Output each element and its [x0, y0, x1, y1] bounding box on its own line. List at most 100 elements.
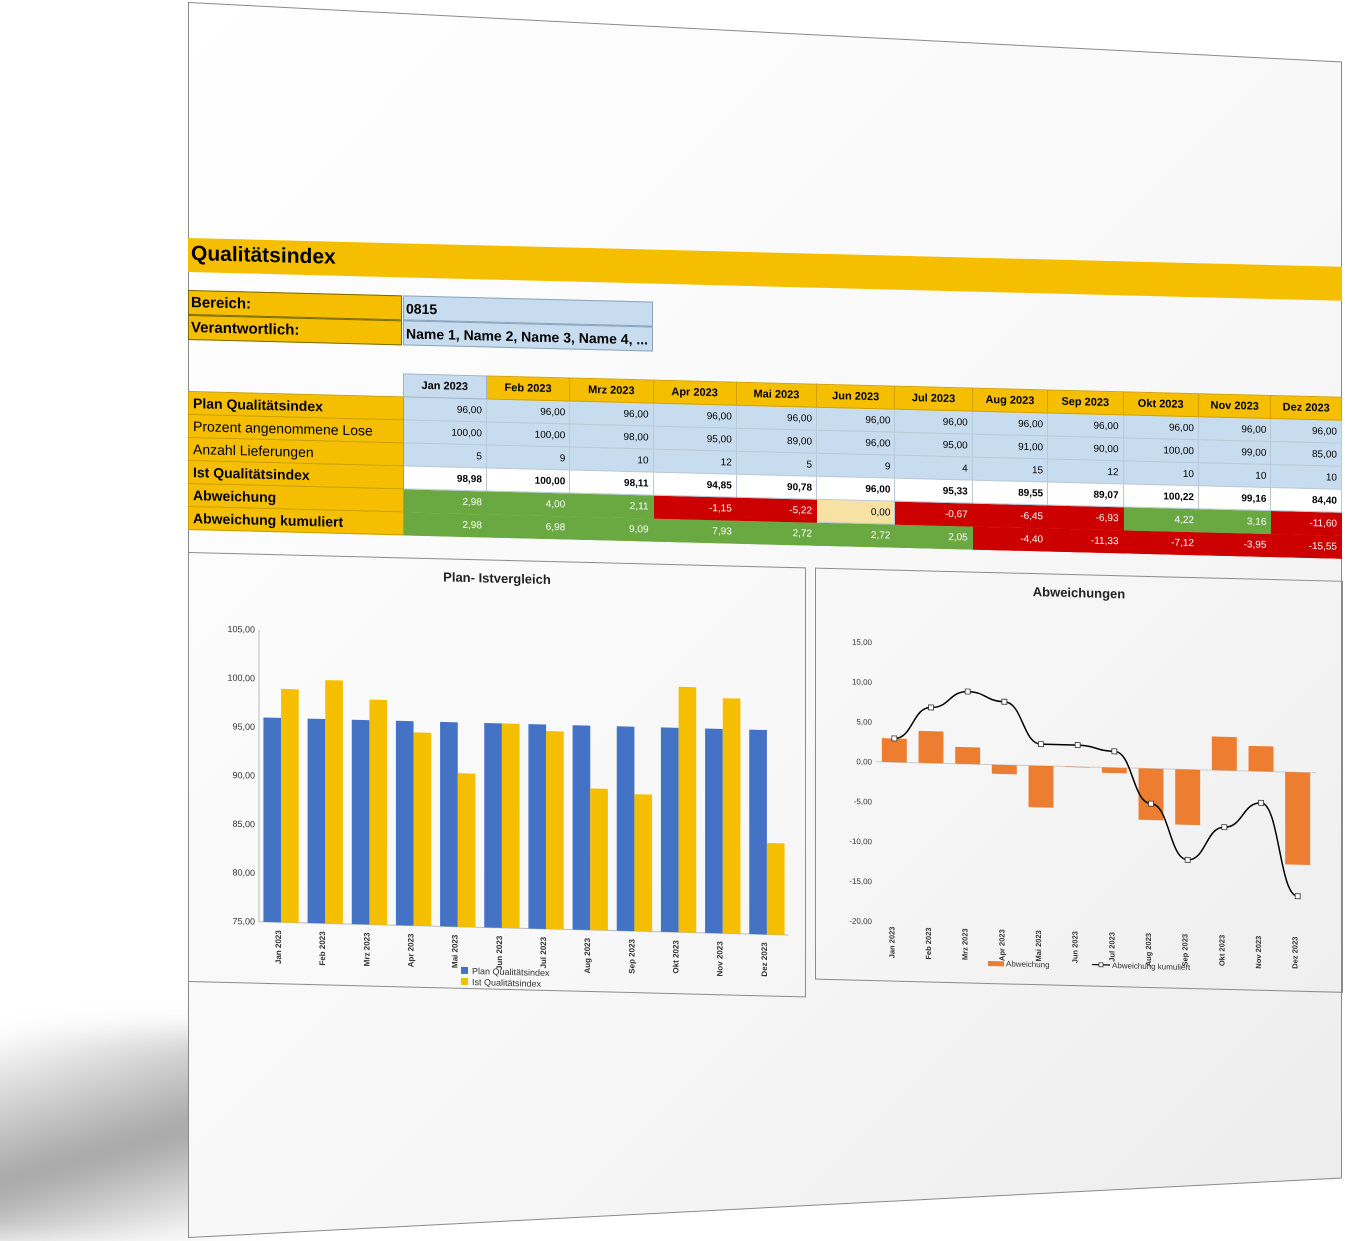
- table-cell[interactable]: 91,00: [972, 434, 1048, 459]
- y-tick-label: -15,00: [849, 877, 872, 887]
- deviation-bar: [1101, 767, 1127, 774]
- table-cell[interactable]: 9: [816, 453, 895, 479]
- y-tick-label: 80,00: [232, 867, 255, 878]
- x-tick-label: Jan 2023: [887, 926, 896, 958]
- table-cell[interactable]: 10: [1198, 462, 1271, 488]
- row-label: Abweichung kumuliert: [188, 506, 404, 535]
- page-title: Qualitätsindex: [191, 242, 336, 269]
- ist-bar: [590, 788, 608, 931]
- table-cell[interactable]: 10: [569, 447, 654, 473]
- legend-label: Abweichung kumuliert: [1112, 961, 1191, 972]
- plan-bar: [351, 719, 370, 925]
- x-tick-label: Nov 2023: [716, 941, 725, 977]
- deviation-bar: [1211, 736, 1237, 771]
- table-cell[interactable]: 5: [403, 442, 487, 468]
- ist-bar: [722, 698, 741, 934]
- table-cell[interactable]: 100,00: [486, 421, 570, 448]
- x-tick-label: Okt 2023: [1217, 935, 1226, 967]
- ist-bar: [634, 794, 653, 932]
- month-header: Jul 2023: [894, 386, 973, 412]
- table-cell[interactable]: 5: [736, 451, 817, 477]
- table-cell[interactable]: 90,00: [1047, 435, 1124, 461]
- deviation-bar: [1175, 769, 1201, 826]
- month-header: Mrz 2023: [569, 378, 654, 404]
- plan-bar: [705, 728, 723, 934]
- x-tick-label: Aug 2023: [583, 937, 592, 973]
- legend-label: Plan Qualitätsindex: [472, 966, 550, 978]
- month-header: Okt 2023: [1123, 391, 1199, 417]
- x-tick-label: Jun 2023: [1071, 931, 1080, 963]
- x-tick-label: Mai 2023: [451, 934, 460, 968]
- plan-bar: [440, 721, 458, 927]
- month-header: Mai 2023: [736, 382, 817, 408]
- cumulative-marker: [1294, 893, 1301, 900]
- worksheet-content: Qualitätsindex Bereich: 0815 Verantwortl…: [188, 0, 1343, 998]
- legend-label: Abweichung: [1006, 959, 1050, 969]
- table-cell[interactable]: 12: [1047, 458, 1124, 484]
- cumulative-marker: [1074, 742, 1081, 749]
- table-cell: -11,33: [1047, 527, 1124, 553]
- deviation-bar: [955, 746, 981, 765]
- plan-ist-chart-svg: 75,00 80,00 85,00 90,00 95,00 100,00 105,00 Jan…: [227, 624, 789, 989]
- table-cell[interactable]: 100,00: [1123, 437, 1199, 463]
- deviation-bar: [918, 730, 944, 764]
- plan-ist-chart: Plan- Istvergleich 75,00 80,00 85,00 90,00 9…: [188, 552, 806, 998]
- table-cell: 98,11: [569, 470, 654, 496]
- x-tick-label: Dez 2023: [760, 942, 769, 977]
- table-cell[interactable]: 10: [1270, 464, 1342, 490]
- y-tick-label: 95,00: [232, 721, 255, 732]
- table-cell[interactable]: 96,00: [736, 405, 817, 431]
- table-cell[interactable]: 15: [972, 457, 1048, 482]
- cumulative-marker: [1184, 856, 1191, 863]
- table-cell: -15,55: [1270, 533, 1342, 559]
- table-cell[interactable]: 96,00: [486, 398, 570, 425]
- table-cell[interactable]: 96,00: [816, 407, 895, 433]
- abweichungen-chart: Abweichungen -20,00 -15,00 -10,00 -5,00 0,00…: [815, 567, 1343, 993]
- table-cell[interactable]: 10: [1123, 460, 1199, 486]
- table-cell[interactable]: 9: [486, 444, 570, 471]
- table-cell[interactable]: 96,00: [894, 409, 973, 435]
- month-header: Dez 2023: [1270, 395, 1342, 421]
- x-tick-label: Aug 2023: [1144, 933, 1153, 967]
- table-cell[interactable]: 12: [653, 449, 737, 475]
- table-cell[interactable]: 96,00: [1198, 416, 1271, 442]
- table-cell[interactable]: 96,00: [816, 430, 895, 456]
- plan-bar: [528, 724, 547, 929]
- plan-bar: [572, 725, 591, 931]
- table-cell[interactable]: 96,00: [1123, 414, 1199, 440]
- ist-bar: [766, 842, 785, 935]
- ist-bar: [369, 699, 388, 925]
- table-cell: 7,93: [653, 518, 737, 544]
- table-cell[interactable]: 89,00: [736, 428, 817, 454]
- table-cell[interactable]: 96,00: [653, 403, 737, 429]
- table-cell[interactable]: 95,00: [894, 432, 973, 458]
- deviation-bar: [1028, 765, 1054, 808]
- table-cell: -5,22: [736, 497, 817, 523]
- table-cell[interactable]: 98,00: [569, 424, 654, 450]
- table-cell[interactable]: 85,00: [1270, 441, 1342, 467]
- plan-bar: [307, 718, 326, 924]
- y-tick-label: 85,00: [232, 819, 255, 830]
- y-tick-label: 10,00: [852, 677, 873, 687]
- table-cell[interactable]: 96,00: [569, 401, 654, 427]
- table-cell: 4,00: [486, 490, 570, 517]
- table-cell[interactable]: 96,00: [1270, 418, 1342, 444]
- legend-swatch: [461, 977, 468, 985]
- table-cell[interactable]: 96,00: [972, 411, 1048, 436]
- table-cell[interactable]: 4: [894, 455, 973, 481]
- x-tick-label: Dez 2023: [1291, 937, 1300, 969]
- ist-bar: [457, 773, 476, 928]
- legend-swatch: [461, 966, 468, 974]
- legend-swatch: [988, 960, 1004, 967]
- x-tick-label: Apr 2023: [997, 929, 1006, 961]
- ist-bar: [325, 680, 343, 924]
- table-cell[interactable]: 100,00: [403, 419, 487, 445]
- table-cell[interactable]: 96,00: [403, 396, 487, 422]
- y-tick-label: -20,00: [849, 917, 872, 927]
- table-cell[interactable]: 96,00: [1047, 412, 1124, 438]
- plan-bar: [263, 717, 282, 923]
- y-tick-label: -5,00: [854, 797, 873, 806]
- table-cell[interactable]: 99,00: [1198, 439, 1271, 465]
- month-header: Aug 2023: [972, 388, 1048, 413]
- table-cell[interactable]: 95,00: [653, 426, 737, 452]
